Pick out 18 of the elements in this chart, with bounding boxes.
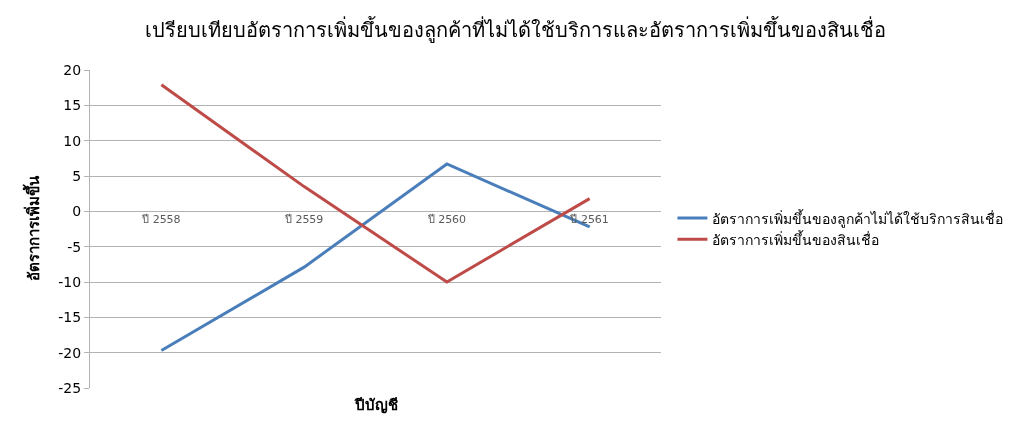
y-tick-label: -25 (58, 379, 82, 396)
y-tick-label: 0 (72, 203, 82, 220)
y-tick-label: 15 (63, 97, 82, 114)
y-tick-label: -15 (58, 309, 82, 326)
y-tick-label: 10 (63, 132, 82, 149)
y-tick-label: -10 (58, 273, 82, 290)
x-tick-label: ปี 2558 (141, 213, 181, 227)
x-tick-label: ปี 2559 (283, 213, 324, 227)
y-tick-label: -20 (58, 344, 82, 361)
x-tick-label: ปี 2560 (426, 213, 467, 227)
y-tick-label: 20 (63, 61, 82, 78)
y-tick-label: -5 (67, 238, 82, 255)
chart-title: เปรียบเทียบอัตราการเพิ่มขึ้นของลูกค้าที่ไม่ได้ใช้บริการและอัตราการเพิ่มขึ้นของสินเชื่อ (145, 16, 886, 44)
x-axis-title: ปีบัญชี (354, 396, 398, 414)
y-tick-label: 5 (72, 167, 82, 184)
y-axis-title: อัตราการเพิ่มขึ้น (21, 175, 43, 282)
legend-label: อัตราการเพิ่มขึ้นของสินเชื่อ (712, 229, 880, 248)
legend-label: อัตราการเพิ่มขึ้นของลูกค้าไม่ได้ใช้บริการสินเชื่อ (712, 208, 1004, 228)
